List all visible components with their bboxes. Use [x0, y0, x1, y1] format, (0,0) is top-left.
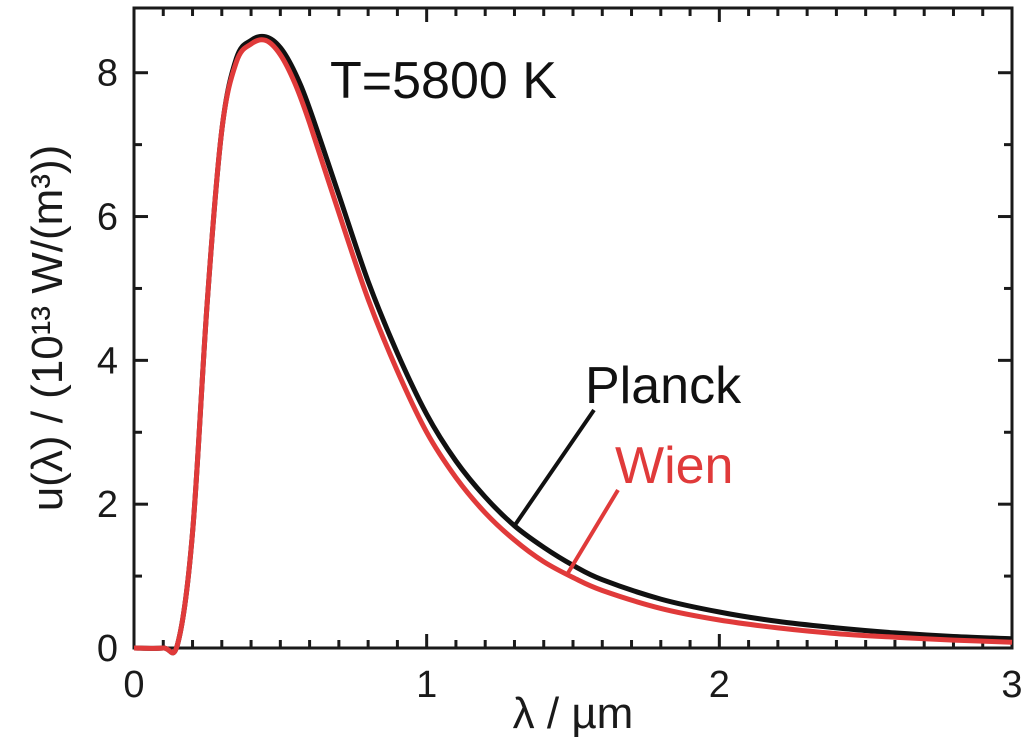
temperature-annotation: T=5800 K	[330, 52, 557, 110]
x-tick-label: 0	[123, 664, 144, 706]
y-tick-label: 8	[97, 53, 118, 95]
planck-label: Planck	[585, 357, 742, 415]
y-tick-label: 4	[97, 340, 118, 382]
y-axis-ticks	[134, 71, 1012, 650]
y-axis-title: u(λ) / (10¹³ W/(m³))	[23, 145, 72, 512]
y-tick-label: 0	[97, 628, 118, 670]
y-axis-tick-labels: 0 2 4 6 8	[97, 53, 118, 670]
x-axis-title: λ / µm	[513, 689, 634, 738]
plot-frame	[132, 6, 1014, 650]
wien-leader-line	[565, 488, 620, 576]
x-tick-label: 1	[416, 664, 437, 706]
series-planck-line	[133, 33, 1013, 656]
wien-label: Wien	[615, 437, 733, 495]
series-layer	[133, 33, 1013, 656]
plot-area	[132, 6, 1014, 656]
label-leader-lines	[512, 408, 620, 576]
x-axis-ticks	[132, 8, 1014, 648]
y-tick-label: 6	[97, 197, 118, 239]
series-wien-line	[133, 37, 1013, 656]
planck-leader-line	[512, 408, 596, 527]
x-tick-label: 3	[1001, 664, 1022, 706]
y-tick-label: 2	[97, 484, 118, 526]
x-tick-label: 2	[709, 664, 730, 706]
x-axis-tick-labels: 0 1 2 3	[123, 664, 1022, 706]
